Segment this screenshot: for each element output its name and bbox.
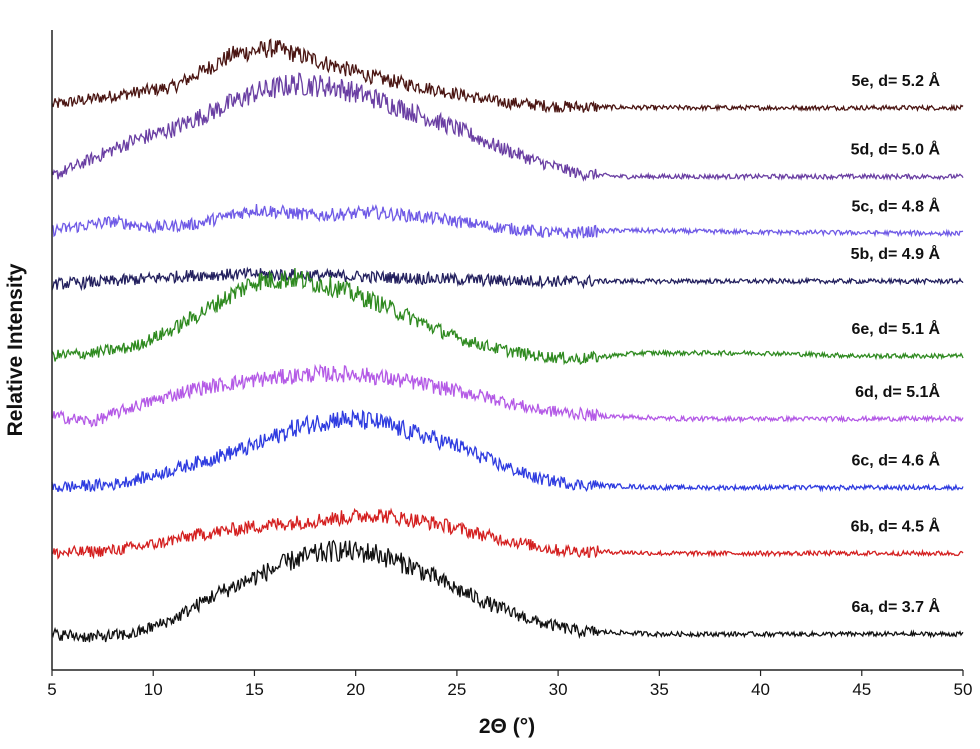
x-tick-group: 5 10 15 20 25 30 35 40 45 50 [47,670,972,699]
series-line [51,507,964,560]
x-tick-label: 35 [650,680,669,699]
series-label-group: 5e, d= 5.2 Å 5d, d= 5.0 Å 5c, d= 4.8 Å 5b, … [851,71,941,616]
series-line [51,204,964,240]
y-axis-title: Relative Intensity [4,263,27,436]
x-tick-label: 25 [447,680,466,699]
series-label: 5b, d= 4.9 Å [851,244,941,263]
series-line [51,38,964,114]
series-label: 5c, d= 4.8 Å [852,196,941,215]
x-tick-label: 20 [346,680,365,699]
series-label: 5e, d= 5.2 Å [852,71,941,90]
x-tick-label: 50 [954,680,973,699]
x-tick-label: 10 [144,680,163,699]
series-label: 6c, d= 4.6 Å [852,451,941,470]
x-tick-label: 40 [751,680,770,699]
series-line [51,363,964,428]
x-tick-label: 30 [549,680,568,699]
x-axis-title: 2Θ (°) [479,715,535,738]
series-label: 6d, d= 5.1Å [855,382,940,401]
x-tick-label: 5 [47,680,56,699]
x-tick-label: 45 [852,680,871,699]
series-line [51,266,964,292]
series-line [51,267,964,366]
trace-group [51,38,964,643]
series-label: 6a, d= 3.7 Å [852,597,941,616]
series-label: 6e, d= 5.1 Å [852,319,941,338]
series-line [51,72,964,182]
series-label: 6b, d= 4.5 Å [851,516,941,535]
series-label: 5d, d= 5.0 Å [851,140,941,159]
x-tick-label: 15 [245,680,264,699]
series-line [51,539,964,643]
series-line [51,408,964,493]
